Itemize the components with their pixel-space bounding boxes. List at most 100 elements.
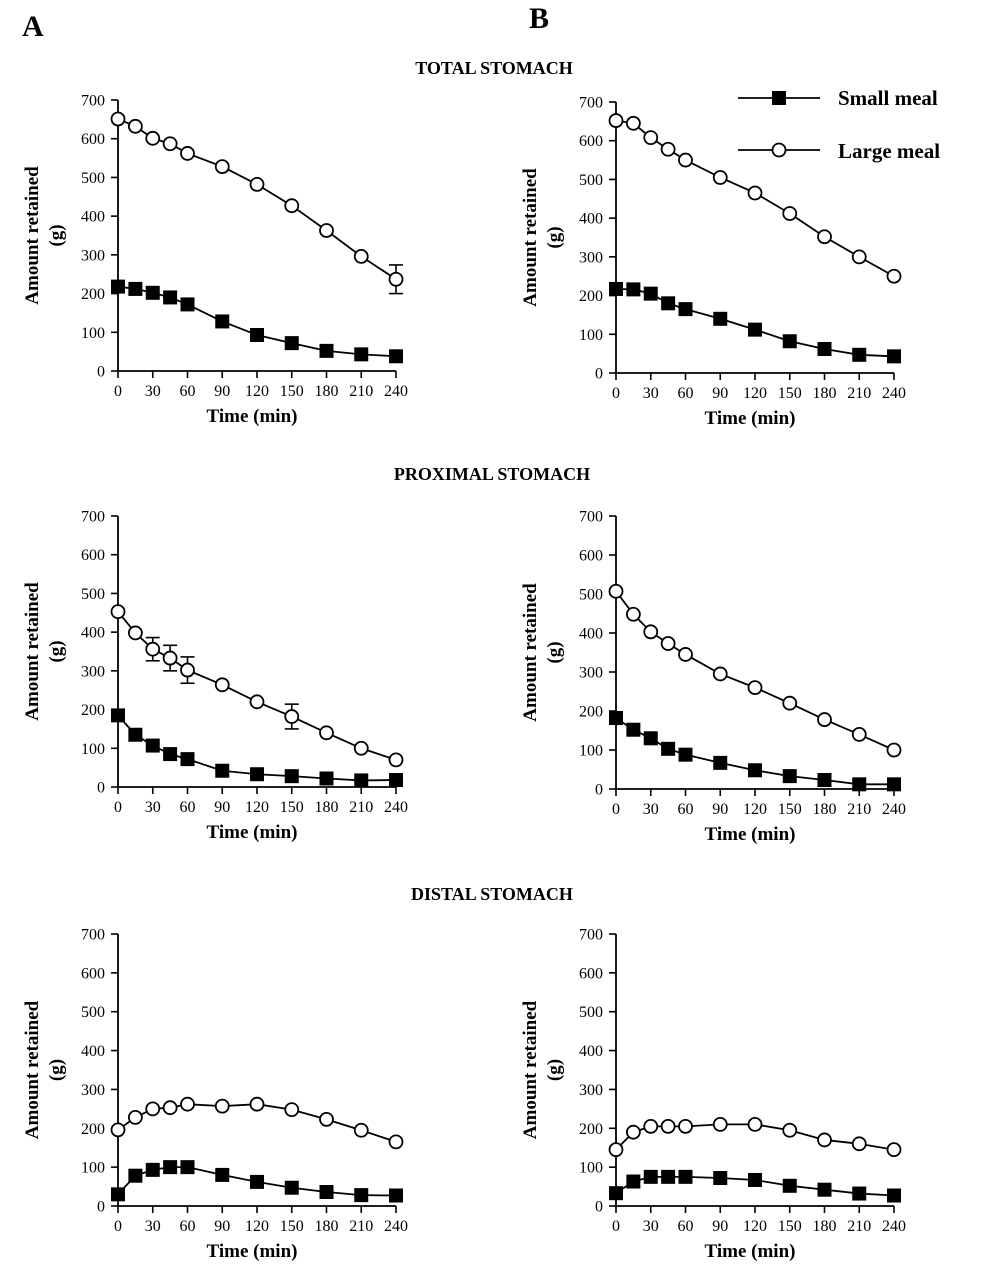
data-point-large-meal: [162, 136, 178, 152]
y-tick-label: 200: [579, 704, 603, 721]
data-point-small-meal: [678, 747, 693, 762]
data-point-large-meal: [782, 1122, 798, 1138]
data-point-large-meal: [180, 662, 195, 678]
x-tick-label: 0: [612, 801, 620, 818]
x-tick-label: 210: [349, 799, 373, 816]
data-point-small-meal: [354, 347, 369, 362]
x-tick-label: 90: [214, 383, 230, 400]
panel-label-b: B: [529, 2, 549, 35]
data-point-large-meal: [886, 1142, 902, 1158]
data-point-large-meal: [180, 1096, 195, 1112]
y-tick-label: 500: [81, 1004, 105, 1021]
x-tick-label: 90: [214, 799, 230, 816]
data-point-large-meal: [127, 118, 143, 134]
y-tick-label: 0: [595, 366, 603, 383]
data-point-small-meal: [354, 1188, 369, 1203]
legend-item-large-meal: Large meal: [738, 139, 940, 163]
series-large-meal: [110, 1096, 404, 1150]
x-tick-label: 240: [384, 383, 408, 400]
x-tick-label: 240: [882, 1218, 906, 1235]
x-tick-label: 120: [743, 1218, 767, 1235]
y-tick-label: 500: [579, 1004, 603, 1021]
data-point-small-meal: [284, 336, 299, 351]
x-tick-label: 150: [280, 799, 304, 816]
data-point-large-meal: [319, 1111, 334, 1127]
y-tick-label: 300: [579, 249, 603, 266]
y-tick-label: 600: [81, 131, 105, 148]
data-point-large-meal: [817, 712, 832, 727]
data-point-large-meal: [817, 1132, 832, 1148]
data-point-small-meal: [887, 777, 901, 792]
data-point-large-meal: [886, 742, 902, 758]
series-small-meal: [111, 279, 403, 364]
y-axis-title-unit: (g): [46, 224, 67, 246]
data-point-small-meal: [389, 349, 403, 364]
y-tick-label: 700: [81, 509, 105, 526]
series-large-meal: [608, 1117, 902, 1158]
y-tick-label: 200: [579, 288, 603, 305]
data-point-large-meal: [747, 185, 763, 201]
data-point-large-meal: [284, 1102, 300, 1118]
x-tick-label: 0: [114, 1218, 122, 1235]
data-point-large-meal: [712, 666, 728, 682]
data-point-small-meal: [817, 341, 832, 356]
data-point-small-meal: [852, 1186, 867, 1201]
y-tick-label: 500: [579, 587, 603, 604]
data-point-large-meal: [214, 677, 230, 693]
data-point-large-meal: [712, 170, 728, 185]
data-point-small-meal: [817, 773, 832, 788]
y-axis-title: Amount retained (g): [22, 582, 67, 721]
data-point-large-meal: [162, 1100, 178, 1116]
data-point-small-meal: [678, 302, 693, 317]
x-tick-label: 60: [678, 801, 694, 818]
x-tick-label: 30: [643, 385, 659, 402]
y-tick-label: 600: [81, 965, 105, 982]
data-point-large-meal: [110, 604, 126, 620]
series-large-meal: [110, 111, 404, 295]
y-tick-label: 700: [81, 927, 105, 944]
y-axis-title: Amount retained (g): [520, 1000, 565, 1139]
data-point-small-meal: [180, 1160, 195, 1175]
x-tick-label: 120: [743, 801, 767, 818]
data-point-small-meal: [609, 281, 623, 296]
data-point-large-meal: [353, 740, 369, 756]
data-point-small-meal: [250, 767, 264, 782]
data-point-small-meal: [817, 1182, 832, 1197]
y-tick-label: 500: [579, 172, 603, 189]
x-tick-label: 150: [778, 1218, 802, 1235]
data-point-large-meal: [180, 146, 195, 161]
data-point-large-meal: [747, 1117, 763, 1132]
y-tick-label: 700: [579, 509, 603, 526]
y-tick-label: 300: [579, 665, 603, 682]
data-point-large-meal: [886, 268, 902, 284]
data-point-small-meal: [111, 279, 125, 294]
x-tick-label: 180: [315, 383, 339, 400]
data-point-small-meal: [609, 1186, 623, 1201]
y-tick-label: 0: [97, 780, 105, 797]
y-tick-label: 100: [579, 1160, 603, 1177]
x-tick-label: 180: [315, 1218, 339, 1235]
x-tick-label: 90: [712, 1218, 728, 1235]
x-tick-label: 0: [612, 1218, 620, 1235]
data-point-small-meal: [284, 1180, 299, 1195]
y-tick-label: 200: [579, 1121, 603, 1138]
y-axis-title-line: Amount retained: [520, 168, 541, 307]
data-point-small-meal: [852, 777, 867, 792]
x-tick-label: 30: [145, 1218, 161, 1235]
x-tick-label: 240: [882, 801, 906, 818]
x-axis-title: Time (min): [207, 1241, 298, 1262]
data-point-small-meal: [145, 1162, 160, 1177]
y-tick-label: 600: [579, 965, 603, 982]
y-tick-label: 0: [595, 782, 603, 799]
y-tick-label: 400: [81, 209, 105, 226]
y-tick-label: 0: [97, 1199, 105, 1216]
data-point-small-meal: [609, 711, 623, 726]
y-tick-label: 400: [81, 1043, 105, 1060]
data-point-large-meal: [145, 130, 161, 146]
data-point-small-meal: [389, 1188, 403, 1203]
data-point-large-meal: [643, 624, 659, 640]
y-tick-label: 300: [81, 663, 105, 680]
x-tick-label: 210: [847, 801, 871, 818]
data-point-large-meal: [625, 1124, 641, 1140]
legend-item-small-meal: Small meal: [738, 86, 938, 110]
